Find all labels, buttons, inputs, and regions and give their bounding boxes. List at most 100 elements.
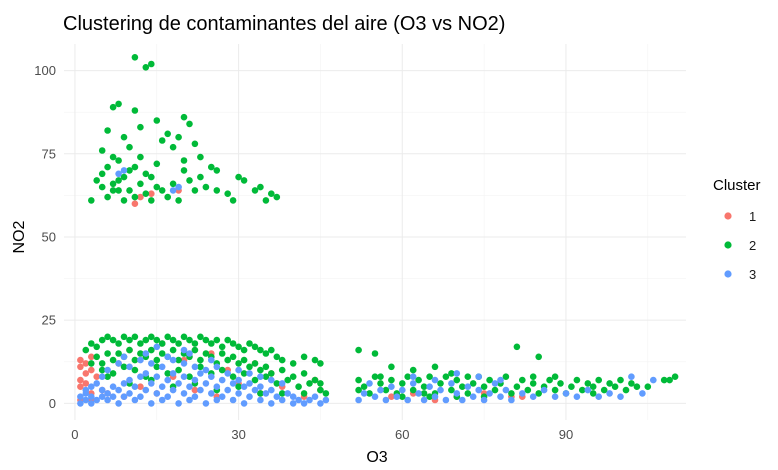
cluster-2-point [158, 187, 166, 194]
cluster-2-point [93, 343, 100, 351]
cluster-3-point [126, 390, 133, 397]
cluster-2-point [273, 353, 281, 361]
cluster-2-point [93, 353, 100, 361]
cluster-2-point [104, 127, 111, 134]
cluster-3-point [229, 380, 237, 387]
cluster-3-point [371, 393, 379, 401]
cluster-2-point [453, 376, 461, 384]
cluster-2-point [311, 356, 319, 364]
cluster-2-point [213, 187, 221, 194]
cluster-2-point [584, 380, 592, 387]
cluster-3-point [355, 396, 362, 404]
cluster-2-point [180, 333, 188, 341]
cluster-3-point [268, 400, 275, 407]
cluster-3-point [388, 383, 395, 391]
y-tick-label: 0 [49, 396, 56, 411]
cluster-2-point [142, 190, 150, 197]
cluster-2-point [88, 197, 95, 204]
cluster-2-point [186, 336, 193, 344]
cluster-2-point [158, 340, 166, 347]
cluster-3-point [257, 373, 264, 381]
cluster-2-point [262, 363, 270, 371]
cluster-2-point [448, 370, 455, 377]
cluster-2-point [317, 360, 324, 367]
cluster-2-point [109, 180, 117, 188]
cluster-3-point [393, 393, 401, 401]
cluster-3-point [617, 393, 624, 401]
cluster-2-point [158, 350, 166, 357]
cluster-3-point [175, 380, 182, 387]
cluster-2-point [175, 356, 182, 364]
cluster-1-point [77, 356, 84, 364]
cluster-3-point [453, 390, 461, 397]
cluster-3-point [300, 400, 308, 407]
cluster-3-point [448, 380, 455, 387]
cluster-2-point [126, 346, 133, 354]
cluster-2-point [224, 190, 231, 197]
cluster-3-point [202, 366, 210, 374]
cluster-2-point [311, 376, 319, 384]
cluster-2-point [284, 376, 292, 384]
cluster-3-point [98, 386, 106, 394]
cluster-2-point [126, 143, 133, 151]
cluster-2-point [137, 180, 144, 188]
cluster-2-point [426, 373, 433, 381]
cluster-2-point [388, 363, 395, 371]
cluster-2-point [246, 340, 253, 347]
cluster-3-point [650, 376, 657, 384]
cluster-2-point [671, 373, 679, 381]
cluster-2-point [295, 383, 302, 391]
cluster-2-point [109, 356, 117, 364]
cluster-2-point [169, 336, 177, 344]
cluster-3-point [115, 386, 122, 394]
cluster-2-point [366, 390, 373, 397]
cluster-3-point [213, 383, 221, 391]
cluster-3-point [257, 383, 264, 391]
cluster-2-point [191, 346, 199, 354]
cluster-3-point [235, 376, 242, 384]
cluster-3-point [104, 396, 111, 404]
cluster-3-point [131, 396, 139, 404]
cluster-2-point [191, 187, 199, 194]
cluster-2-point [268, 190, 275, 197]
cluster-3-point [437, 386, 444, 394]
cluster-2-point [120, 173, 128, 181]
cluster-2-point [622, 386, 630, 394]
cluster-2-point [513, 343, 521, 351]
cluster-1-point [82, 370, 90, 377]
cluster-3-point [191, 363, 199, 371]
cluster-3-point [431, 393, 439, 401]
cluster-3-point [175, 400, 182, 407]
cluster-2-point [98, 366, 106, 374]
cluster-3-point [399, 386, 406, 394]
cluster-3-point [240, 383, 248, 391]
cluster-2-point [240, 356, 248, 364]
cluster-3-point [115, 170, 122, 178]
cluster-2-point [88, 360, 95, 367]
cluster-2-point [568, 383, 575, 391]
cluster-3-point [366, 380, 373, 387]
cluster-2-point [529, 373, 537, 381]
cluster-3-point [491, 380, 499, 387]
y-axis-title: NO2 [11, 220, 28, 253]
cluster-3-point [322, 396, 330, 404]
cluster-2-point [257, 183, 264, 191]
cluster-2-point [268, 346, 275, 354]
cluster-2-point [186, 177, 193, 184]
cluster-2-point [306, 380, 313, 387]
cluster-3-point [284, 390, 292, 397]
cluster-2-point [229, 197, 237, 204]
cluster-3-point [93, 380, 100, 387]
cluster-2-point [148, 60, 155, 68]
cluster-2-point [153, 183, 161, 191]
cluster-3-point [158, 396, 166, 404]
cluster-3-point [158, 363, 166, 371]
cluster-2-point [409, 366, 417, 374]
cluster-3-point [180, 373, 188, 381]
cluster-2-point [415, 376, 422, 384]
cluster-2-point [164, 370, 171, 377]
cluster-3-point [551, 393, 559, 401]
cluster-2-point [104, 193, 111, 201]
cluster-3-point [295, 396, 302, 404]
cluster-2-point [153, 160, 161, 168]
